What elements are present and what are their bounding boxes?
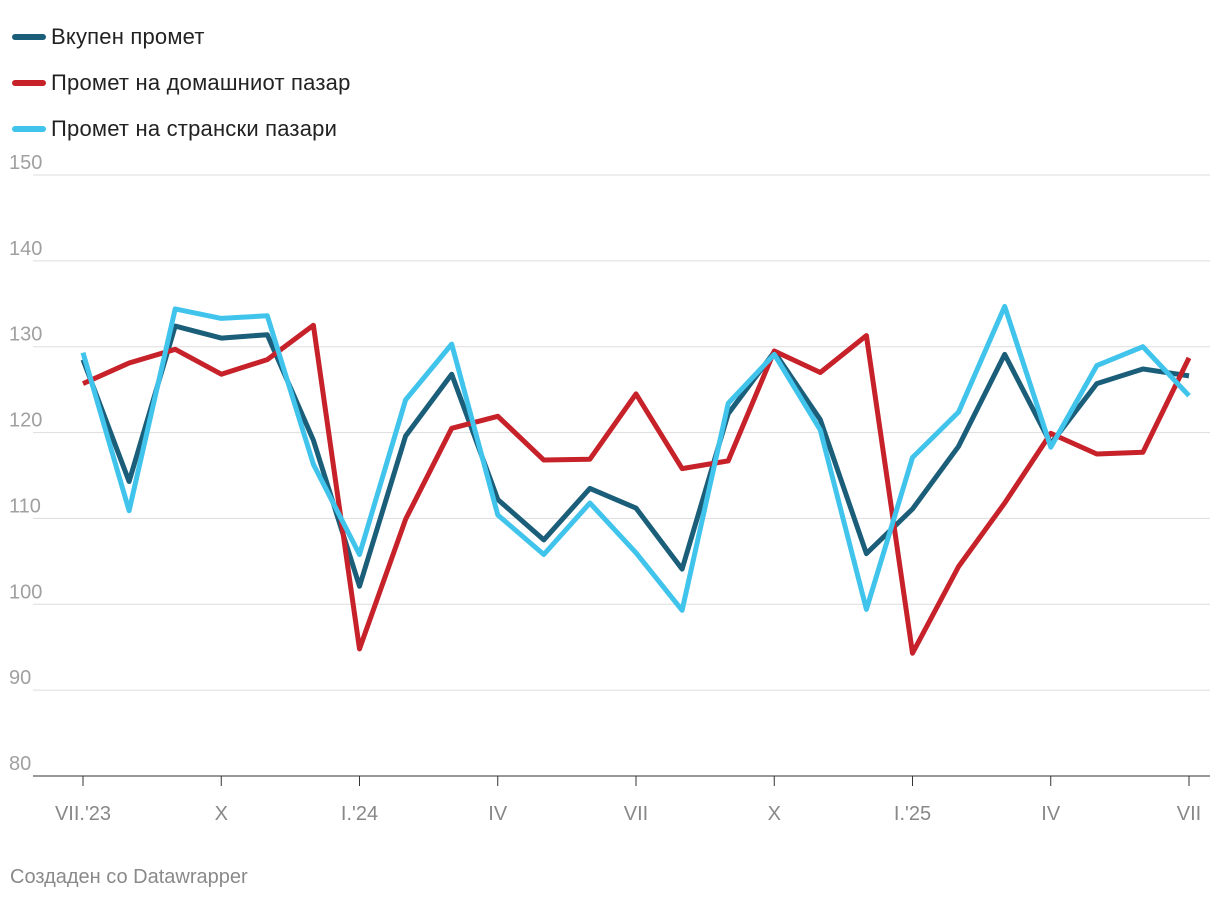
x-tick-label-18: I.'25 bbox=[894, 803, 931, 825]
legend-swatch-total bbox=[12, 34, 46, 40]
y-tick-label-120: 120 bbox=[9, 410, 42, 432]
x-tick-label-15: X bbox=[768, 803, 781, 825]
legend-swatch-foreign bbox=[12, 126, 46, 132]
legend-item-foreign: Промет на странски пазари bbox=[12, 106, 351, 152]
x-tick-label-3: X bbox=[215, 803, 228, 825]
y-tick-label-80: 80 bbox=[9, 753, 31, 775]
x-tick-label-6: I.'24 bbox=[341, 803, 378, 825]
y-tick-label-90: 90 bbox=[9, 667, 31, 689]
y-tick-label-130: 130 bbox=[9, 324, 42, 346]
legend-label-foreign: Промет на странски пазари bbox=[51, 116, 338, 141]
x-tick-label-21: IV bbox=[1041, 803, 1061, 825]
legend-item-total: Вкупен промет bbox=[12, 14, 351, 60]
y-tick-label-110: 110 bbox=[9, 495, 41, 517]
legend-label-domestic: Промет на домашниот пазар bbox=[51, 70, 351, 95]
series-line-1 bbox=[81, 322, 1192, 656]
x-tick-label-9: IV bbox=[488, 803, 508, 825]
x-tick-label-12: VII bbox=[624, 803, 648, 825]
legend-item-domestic: Промет на домашниот пазар bbox=[12, 60, 351, 106]
y-tick-label-150: 150 bbox=[9, 152, 42, 174]
footer-credit: Создаден со Datawrapper bbox=[10, 866, 248, 888]
x-tick-label-0: VII.'23 bbox=[55, 803, 111, 825]
series-line-2 bbox=[80, 303, 1191, 613]
series-line-0 bbox=[80, 323, 1190, 589]
y-tick-label-140: 140 bbox=[9, 238, 42, 260]
legend: Вкупен промет Промет на домашниот пазар … bbox=[12, 14, 351, 152]
legend-swatch-domestic bbox=[12, 80, 46, 86]
x-tick-label-24: VII bbox=[1177, 803, 1201, 825]
y-tick-label-100: 100 bbox=[9, 581, 42, 603]
legend-label-total: Вкупен промет bbox=[51, 24, 205, 49]
